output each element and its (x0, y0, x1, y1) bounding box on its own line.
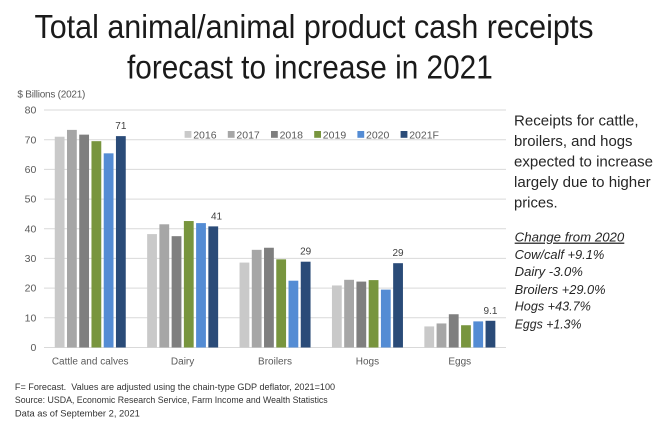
svg-text:Dairy -3.0%: Dairy -3.0% (515, 265, 583, 279)
svg-text:F= Forecast. Values are adjus: F= Forecast. Values are adjusted using t… (15, 382, 335, 392)
svg-text:$ Billions (2021): $ Billions (2021) (17, 90, 85, 101)
svg-text:70: 70 (25, 134, 37, 146)
svg-text:2017: 2017 (236, 130, 260, 142)
svg-text:2019: 2019 (323, 130, 347, 142)
svg-text:80: 80 (25, 105, 37, 117)
svg-text:9.1: 9.1 (483, 306, 497, 317)
svg-text:Cow/calf +9.1%: Cow/calf +9.1% (515, 248, 605, 262)
svg-text:forecast to increase in 2021: forecast to increase in 2021 (127, 49, 493, 86)
svg-text:Eggs +1.3%: Eggs +1.3% (515, 318, 582, 332)
svg-text:broilers, and hogs: broilers, and hogs (514, 134, 633, 150)
svg-text:20: 20 (25, 283, 37, 295)
svg-text:2020: 2020 (366, 130, 390, 142)
svg-text:expected to increase: expected to increase (514, 155, 653, 171)
svg-text:Hogs: Hogs (356, 357, 379, 368)
svg-text:prices.: prices. (514, 196, 558, 212)
svg-text:41: 41 (211, 211, 223, 222)
svg-text:Broilers: Broilers (258, 357, 292, 368)
svg-text:Eggs: Eggs (448, 357, 471, 368)
svg-text:Change from 2020: Change from 2020 (515, 231, 625, 245)
svg-text:Data as of September 2, 2021: Data as of September 2, 2021 (15, 409, 140, 419)
svg-text:Hogs +43.7%: Hogs +43.7% (515, 300, 591, 314)
svg-text:Source: USDA, Economic Researc: Source: USDA, Economic Research Service,… (15, 395, 328, 405)
svg-text:2016: 2016 (193, 130, 217, 142)
svg-text:largely due to higher: largely due to higher (514, 175, 651, 191)
svg-text:0: 0 (30, 342, 36, 354)
svg-text:30: 30 (25, 253, 37, 265)
svg-text:29: 29 (392, 248, 404, 259)
svg-text:29: 29 (300, 247, 312, 258)
svg-text:2021F: 2021F (409, 130, 439, 142)
svg-text:40: 40 (25, 223, 37, 235)
svg-text:50: 50 (25, 194, 37, 206)
svg-text:2018: 2018 (280, 130, 304, 142)
svg-text:Dairy: Dairy (171, 357, 194, 368)
svg-text:Total animal/animal product ca: Total animal/animal product cash receipt… (35, 8, 594, 45)
svg-text:71: 71 (115, 121, 127, 132)
svg-text:60: 60 (25, 164, 37, 176)
svg-text:Broilers +29.0%: Broilers +29.0% (515, 283, 606, 297)
svg-text:Receipts for cattle,: Receipts for cattle, (514, 114, 639, 130)
svg-text:10: 10 (25, 312, 37, 324)
svg-text:Cattle and calves: Cattle and calves (52, 357, 129, 368)
